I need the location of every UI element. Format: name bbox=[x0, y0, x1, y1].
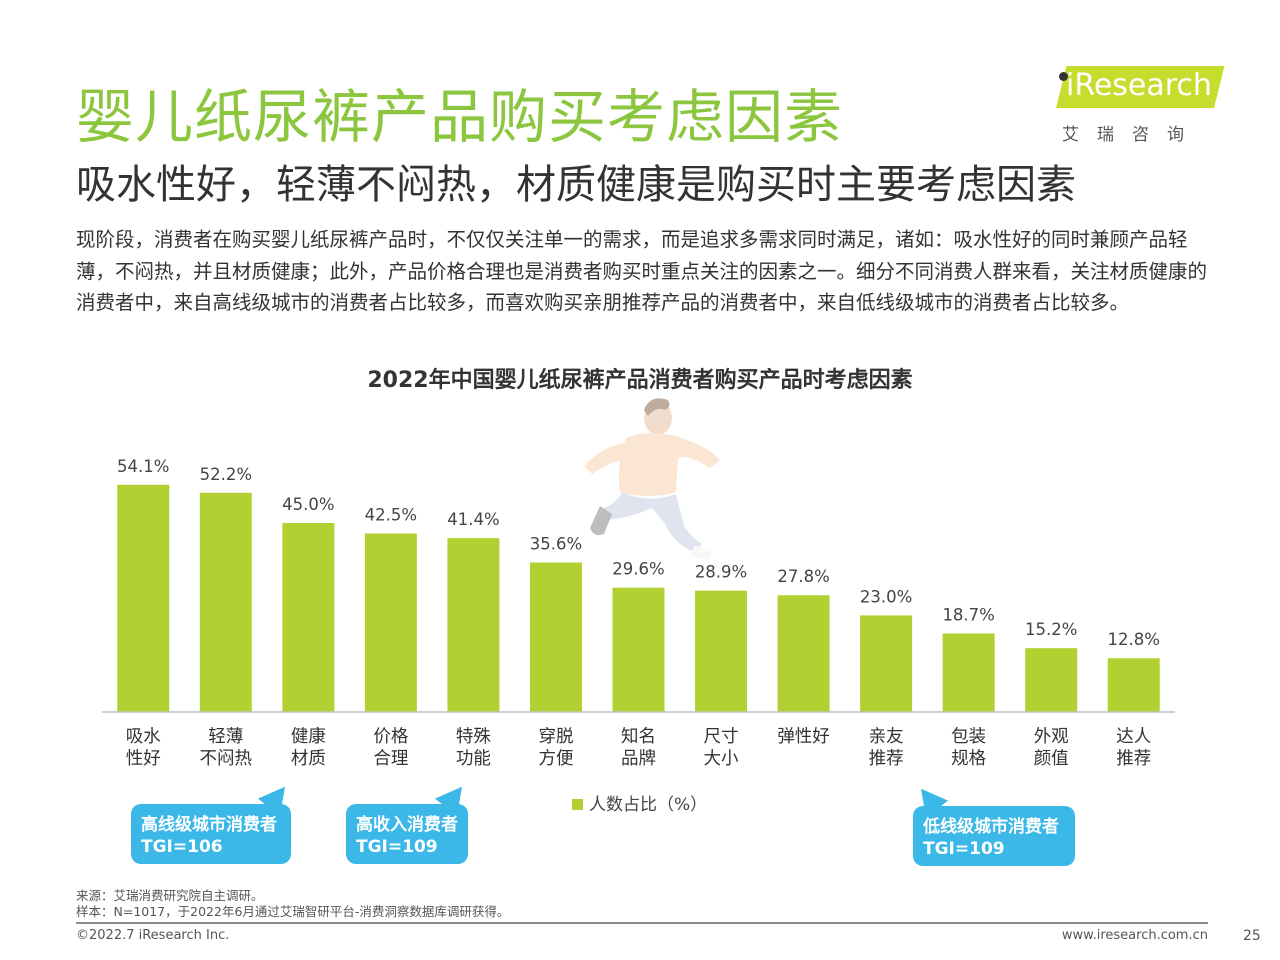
logo-wordmark: iResearch bbox=[1066, 68, 1212, 103]
category-label: 推荐 bbox=[869, 749, 904, 769]
category-label: 材质 bbox=[291, 749, 326, 769]
category-label: 亲友 bbox=[869, 727, 904, 747]
page-title: 婴儿纸尿裤产品购买考虑因素 bbox=[76, 83, 844, 151]
bar-value-label: 42.5% bbox=[365, 506, 417, 525]
callout-high-tier-city: 高线级城市消费者 TGI=106 bbox=[131, 778, 297, 864]
footer-url: www.iresearch.com.cn bbox=[1061, 928, 1208, 943]
category-label: 尺寸 bbox=[704, 727, 739, 747]
callout-high-income: 高收入消费者 TGI=109 bbox=[346, 778, 474, 864]
category-label: 规格 bbox=[951, 749, 986, 769]
bar-value-label: 54.1% bbox=[117, 457, 169, 476]
category-label: 性好 bbox=[126, 749, 161, 769]
callout-low-tier-city: 低线级城市消费者 TGI=109 bbox=[909, 780, 1075, 866]
bar-value-label: 12.8% bbox=[1108, 630, 1160, 649]
category-label: 穿脱 bbox=[538, 727, 573, 747]
bar bbox=[1025, 648, 1078, 712]
footer-source: 来源：艾瑞消费研究院自主调研。 bbox=[76, 888, 264, 903]
bar-value-label: 27.8% bbox=[777, 567, 829, 586]
bar bbox=[695, 590, 748, 712]
bar-value-label: 29.6% bbox=[612, 560, 664, 579]
category-label: 弹性好 bbox=[777, 727, 830, 747]
logo-chinese-name: 艾瑞咨询 bbox=[1062, 125, 1202, 145]
bar bbox=[529, 562, 582, 712]
bar bbox=[942, 633, 995, 712]
runner-illustration bbox=[584, 398, 720, 560]
category-label: 大小 bbox=[704, 749, 739, 769]
page-number: 25 bbox=[1243, 928, 1261, 944]
footer-copyright: ©2022.7 iResearch Inc. bbox=[76, 928, 230, 943]
category-label: 不闷热 bbox=[200, 749, 253, 769]
category-label: 包装 bbox=[951, 727, 986, 747]
category-label: 方便 bbox=[538, 749, 573, 769]
callout-tgi: TGI=109 bbox=[356, 837, 438, 857]
category-label: 特殊 bbox=[456, 727, 491, 747]
bar-value-label: 23.0% bbox=[860, 587, 912, 606]
category-label: 知名 bbox=[621, 727, 656, 747]
chart-legend: 人数占比（%） bbox=[572, 790, 707, 815]
callout-title: 高收入消费者 bbox=[356, 815, 458, 835]
bar-value-label: 18.7% bbox=[942, 605, 994, 624]
iresearch-logo: iResearch 艾瑞咨询 bbox=[1056, 66, 1226, 146]
category-label: 达人 bbox=[1116, 727, 1151, 747]
legend-swatch bbox=[572, 799, 583, 810]
bar-value-label: 52.2% bbox=[200, 465, 252, 484]
category-label: 外观 bbox=[1034, 727, 1069, 747]
callout-tgi: TGI=106 bbox=[141, 837, 223, 857]
bar-value-label: 35.6% bbox=[530, 534, 582, 553]
category-label: 健康 bbox=[291, 727, 326, 747]
bar-value-label: 15.2% bbox=[1025, 620, 1077, 639]
category-label: 颜值 bbox=[1034, 749, 1069, 769]
footer-sample: 样本：N=1017，于2022年6月通过艾瑞智研平台-消费洞察数据库调研获得。 bbox=[76, 904, 510, 919]
category-label: 推荐 bbox=[1116, 749, 1151, 769]
category-label: 吸水 bbox=[126, 727, 161, 747]
footer-divider bbox=[76, 922, 1208, 924]
page-subtitle: 吸水性好，轻薄不闷热，材质健康是购买时主要考虑因素 bbox=[76, 162, 1076, 208]
bar-value-label: 45.0% bbox=[282, 495, 334, 514]
category-label: 轻薄 bbox=[208, 727, 243, 747]
chart-title: 2022年中国婴儿纸尿裤产品消费者购买产品时考虑因素 bbox=[367, 368, 913, 393]
intro-paragraph: 现阶段，消费者在购买婴儿纸尿裤产品时，不仅仅关注单一的需求，而是追求多需求同时满… bbox=[76, 228, 1208, 314]
bar bbox=[777, 595, 830, 712]
legend-label: 人数占比（%） bbox=[589, 795, 708, 815]
category-label: 价格 bbox=[373, 727, 408, 747]
footer-source-notes: 来源：艾瑞消费研究院自主调研。 样本：N=1017，于2022年6月通过艾瑞智研… bbox=[76, 888, 509, 920]
callout-title: 高线级城市消费者 bbox=[141, 815, 277, 835]
bar bbox=[117, 484, 170, 712]
callout-tgi: TGI=109 bbox=[923, 839, 1005, 859]
bar bbox=[282, 523, 335, 712]
category-label: 功能 bbox=[456, 749, 491, 769]
bar bbox=[860, 615, 913, 712]
bar bbox=[199, 492, 252, 712]
callout-title: 低线级城市消费者 bbox=[923, 817, 1059, 837]
bar-value-label: 41.4% bbox=[447, 510, 499, 529]
category-label: 合理 bbox=[373, 749, 408, 769]
bar bbox=[1107, 658, 1160, 712]
logo-dot-icon bbox=[1059, 72, 1068, 81]
bar-value-label: 28.9% bbox=[695, 563, 747, 582]
bar bbox=[364, 533, 417, 712]
bar bbox=[447, 538, 500, 712]
bar bbox=[612, 587, 665, 712]
category-label: 品牌 bbox=[621, 749, 656, 769]
